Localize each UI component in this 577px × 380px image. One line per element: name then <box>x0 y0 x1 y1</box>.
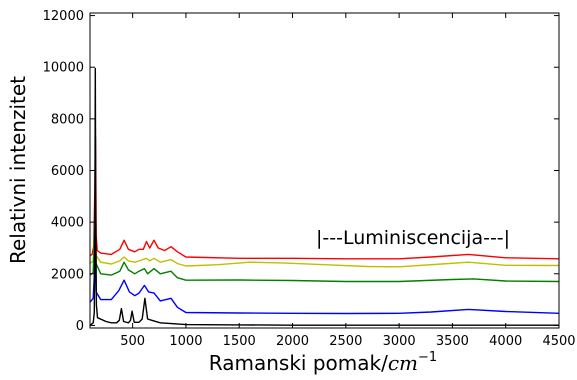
series-line-3 <box>90 216 559 283</box>
x-tick-label: 4500 <box>542 334 575 349</box>
x-tick-label: 500 <box>120 334 145 349</box>
x-tick-label: 1000 <box>169 334 202 349</box>
y-tick-label: 10000 <box>43 61 84 76</box>
y-tick-label: 0 <box>76 319 84 334</box>
series-line-5 <box>90 67 559 326</box>
y-tick-label: 4000 <box>51 216 84 231</box>
y-axis-label: Relativni intenzitet <box>6 76 30 264</box>
x-tick-label: 3000 <box>383 334 416 349</box>
y-tick-label: 12000 <box>43 9 84 24</box>
y-tick-label: 2000 <box>51 267 84 282</box>
x-tick-label: 2500 <box>329 334 362 349</box>
tick-labels-layer: 500 1000 1500 2000 2500 3000 3500 4000 4500 0 2000… <box>43 9 576 349</box>
x-tick-label: 1500 <box>223 334 256 349</box>
x-axis-label-text: Ramanski pomak/ <box>209 351 388 375</box>
series-line-2 <box>90 234 559 268</box>
ticks-layer <box>90 13 560 328</box>
x-axis-unit-exponent: −1 <box>418 350 437 365</box>
x-tick-label: 4000 <box>489 334 522 349</box>
y-tick-label: 6000 <box>51 164 84 179</box>
x-axis-unit: cm <box>388 351 418 375</box>
x-tick-label: 3500 <box>436 334 469 349</box>
x-tick-label: 2000 <box>276 334 309 349</box>
series-line-4 <box>90 260 559 315</box>
luminescence-annotation: |---Luminiscencija---| <box>316 227 510 249</box>
series-layer <box>90 67 559 326</box>
y-tick-label: 8000 <box>51 112 84 127</box>
x-axis-label: Ramanski pomak/cm−1 <box>209 350 437 375</box>
